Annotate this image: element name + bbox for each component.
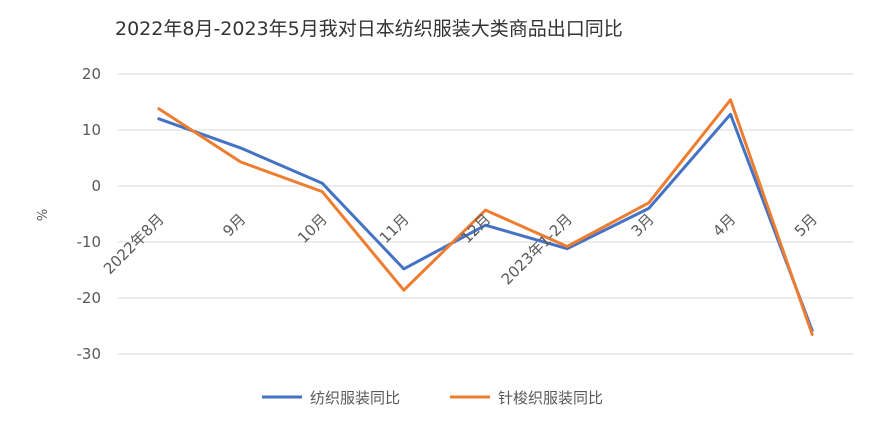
y-tick-label: -10 (77, 233, 102, 251)
y-tick-label: 20 (82, 65, 101, 83)
x-tick-label: 5月 (791, 210, 821, 240)
gridlines (118, 73, 853, 355)
x-axis-ticks: 2022年8月 9月 10月 11月 12月 2023年1-2月 3月 4月 5月 (100, 210, 821, 288)
x-tick-label: 9月 (219, 210, 249, 240)
y-axis-ticks: 20 10 0 -10 -20 -30 (77, 65, 102, 363)
legend-label: 针梭织服装同比 (498, 389, 603, 407)
x-tick-label: 12月 (457, 210, 494, 247)
x-tick-label: 11月 (376, 210, 413, 247)
legend: 纺织服装同比 针梭织服装同比 (262, 389, 603, 407)
x-tick-label: 4月 (709, 210, 739, 240)
y-axis-label: % (36, 209, 51, 221)
y-tick-label: 10 (82, 121, 101, 139)
y-tick-label: -20 (77, 289, 102, 307)
series-line-2 (157, 98, 814, 336)
x-tick-label: 3月 (628, 210, 658, 240)
y-tick-label: 0 (91, 177, 101, 195)
y-tick-label: -30 (77, 345, 102, 363)
chart-title: 2022年8月-2023年5月我对日本纺织服装大类商品出口同比 (115, 18, 623, 40)
legend-label: 纺织服装同比 (310, 389, 400, 407)
x-tick-label: 2022年8月 (100, 210, 168, 278)
series-lines (157, 98, 814, 336)
x-tick-label: 10月 (294, 210, 331, 247)
